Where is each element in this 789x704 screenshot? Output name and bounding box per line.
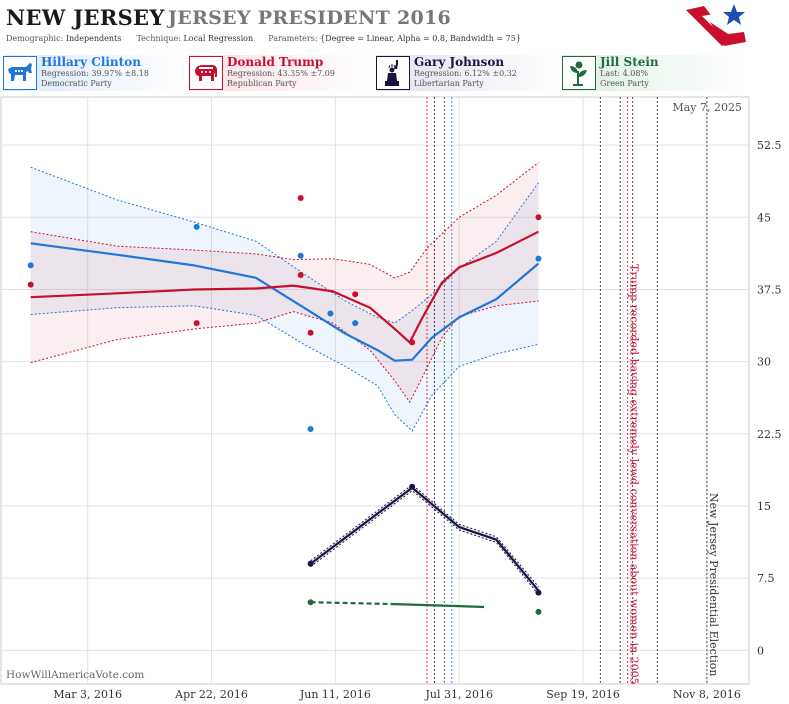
technique-value: Local Regression	[183, 34, 254, 43]
plot-frame	[0, 96, 750, 685]
band-upper-line	[310, 484, 539, 588]
y-tick-label: 15	[757, 500, 771, 513]
x-axis-ticks: Mar 3, 2016 Apr 22, 2016 Jun 11, 2016 Jul 3…	[53, 688, 740, 701]
band-lower-line	[310, 489, 539, 595]
header: NEW JERSEY JERSEY PRESIDENT 2016 Demogra…	[0, 0, 789, 52]
trend-lines	[30, 230, 540, 609]
candidate-stat: Regression: 43.35% ±7.09	[227, 69, 335, 78]
y-tick-label: 45	[757, 211, 771, 224]
band-upper-line	[30, 166, 539, 324]
poll-point	[307, 425, 314, 432]
trend-line	[30, 242, 540, 362]
poll-point	[307, 560, 314, 567]
y-tick-label: 0	[757, 644, 764, 657]
poll-point	[352, 320, 359, 327]
confidence-band	[30, 167, 539, 431]
poll-point	[535, 255, 542, 262]
candidate-name: Gary Johnson	[414, 55, 505, 69]
elephant-icon	[189, 56, 223, 90]
poll-point	[193, 320, 200, 327]
x-tick-label: Apr 22, 2016	[174, 688, 248, 701]
band-lower-line	[30, 305, 539, 432]
band-upper-line	[30, 162, 539, 279]
annotation: Trump recorded having extremely lewd con…	[628, 264, 641, 685]
y-tick-label: 22.5	[757, 428, 782, 441]
watermark: HowWillAmericaVote.com	[6, 669, 144, 681]
candidate-party: Green Party	[600, 79, 649, 88]
event-lines	[426, 97, 708, 684]
poll-point	[352, 291, 359, 298]
annotations: Trump recorded having extremely lewd con…	[628, 264, 720, 685]
candidate-party: Republican Party	[227, 79, 297, 88]
parameters-value: {Degree = Linear, Alpha = 0.8, Bandwidth…	[320, 34, 521, 43]
poll-point	[27, 262, 34, 269]
candidate-stat: Regression: 39.97% ±8.18	[41, 69, 149, 78]
poll-point	[307, 599, 314, 606]
candidate-party: Libertarian Party	[414, 79, 484, 88]
candidate-name: Jill Stein	[600, 55, 659, 69]
state-title: NEW JERSEY	[6, 5, 165, 30]
y-tick-label: 7.5	[757, 572, 775, 585]
trend-line	[30, 230, 539, 344]
poll-point	[297, 272, 304, 279]
annotation: New Jersey Presidential Election	[707, 493, 720, 676]
poll-point	[307, 329, 314, 336]
brand-logo[interactable]	[684, 2, 748, 50]
demographic-value: Independents	[65, 34, 122, 43]
race-title: JERSEY PRESIDENT 2016	[168, 7, 452, 29]
legend-item-clinton[interactable]: Hillary Clinton Regression: 39.97% ±8.18…	[3, 55, 185, 91]
demographic-label: Demographic:	[6, 34, 64, 43]
technique-label: Technique:	[136, 34, 181, 43]
poll-point	[193, 223, 200, 230]
poll-point	[535, 214, 542, 221]
y-axis-ticks: 0 7.5 15 22.5 30 37.5 45 52.5	[757, 139, 782, 657]
legend-item-johnson[interactable]: Gary Johnson Regression: 6.12% ±0.32 Lib…	[376, 55, 558, 91]
candidate-stat: Last: 4.08%	[600, 69, 649, 78]
candidate-legend: Hillary Clinton Regression: 39.97% ±8.18…	[0, 55, 789, 93]
candidate-stat: Regression: 6.12% ±0.32	[414, 69, 517, 78]
poll-point	[27, 281, 34, 288]
legend-item-stein[interactable]: Jill Stein Last: 4.08% Green Party	[562, 55, 744, 91]
trend-line	[310, 601, 395, 606]
parameters-label: Parameters:	[268, 34, 318, 43]
band-lower-line	[30, 300, 539, 403]
trend-line	[309, 486, 540, 592]
poll-chart: 0 7.5 15 22.5 30 37.5 45 52.5 Mar 3, 2016 Apr 22…	[0, 96, 782, 701]
x-tick-label: Jul 31, 2016	[424, 688, 493, 701]
poll-point	[409, 339, 416, 346]
date-stamp: May 7, 2025	[672, 101, 742, 114]
poll-point	[535, 608, 542, 615]
x-tick-label: Nov 8, 2016	[673, 688, 741, 701]
poll-point	[327, 310, 334, 317]
plant-icon	[562, 56, 596, 90]
poll-point	[535, 589, 542, 596]
trend-line	[394, 603, 485, 609]
x-tick-label: Mar 3, 2016	[53, 688, 122, 701]
subtitle: Demographic: Independents Technique: Loc…	[6, 34, 521, 43]
poll-points	[27, 195, 542, 615]
x-tick-label: Jun 11, 2016	[299, 688, 371, 701]
y-tick-label: 52.5	[757, 139, 782, 152]
y-tick-label: 30	[757, 356, 771, 369]
candidate-name: Hillary Clinton	[41, 55, 141, 69]
x-tick-label: Sep 19, 2016	[546, 688, 620, 701]
legend-item-trump[interactable]: Donald Trump Regression: 43.35% ±7.09 Re…	[189, 55, 371, 91]
y-tick-label: 37.5	[757, 283, 782, 296]
poll-point	[297, 195, 304, 202]
candidate-name: Donald Trump	[227, 55, 324, 69]
poll-point	[409, 483, 416, 490]
poll-point	[297, 252, 304, 259]
candidate-party: Democratic Party	[41, 79, 112, 88]
donkey-icon	[3, 56, 37, 90]
statue-of-liberty-icon	[376, 56, 410, 90]
